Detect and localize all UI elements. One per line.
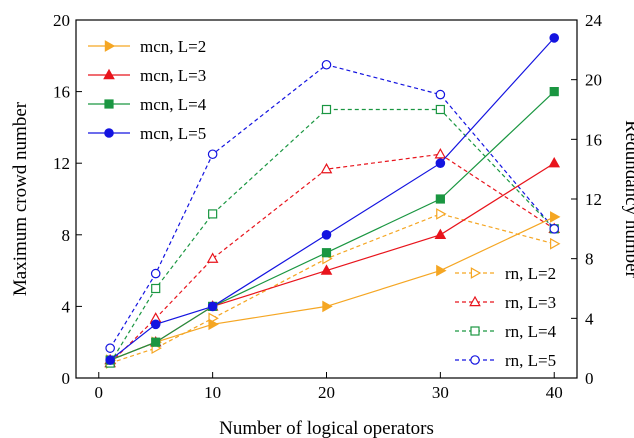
y-right-tick-label: 20 bbox=[585, 71, 602, 90]
data-point-rn-l-5-5 bbox=[550, 225, 558, 233]
legend-item-rn-l-5: rn, L=5 bbox=[455, 351, 556, 370]
data-point-rn-l-5-0 bbox=[106, 344, 114, 352]
data-point-mcn-l-4-3 bbox=[323, 249, 331, 257]
data-point-mcn-l-5-4 bbox=[436, 159, 444, 167]
y-left-tick-label: 0 bbox=[62, 369, 71, 388]
data-point-rn-l-5-2 bbox=[208, 150, 216, 158]
x-tick-label: 0 bbox=[95, 383, 104, 402]
legend-label: rn, L=2 bbox=[505, 264, 556, 283]
legend-swatch-marker bbox=[105, 41, 114, 51]
legend-bottom-right: rn, L=2 rn, L=3 rn, L=4 rn, L=5 bbox=[455, 264, 557, 370]
series-rn-l-3 bbox=[105, 149, 559, 366]
data-point-mcn-l-3-4 bbox=[436, 230, 446, 239]
data-point-mcn-l-5-2 bbox=[208, 302, 216, 310]
x-tick-label: 10 bbox=[204, 383, 221, 402]
legend-item-rn-l-2: rn, L=2 bbox=[455, 264, 556, 283]
legend-item-mcn-l-3: mcn, L=3 bbox=[88, 66, 206, 85]
legend-swatch-marker bbox=[471, 268, 480, 278]
data-point-rn-l-3-4 bbox=[436, 149, 446, 158]
data-point-mcn-l-2-5 bbox=[551, 212, 560, 222]
legend-swatch-marker bbox=[471, 327, 479, 335]
x-tick-label: 30 bbox=[432, 383, 449, 402]
y-axis-right-title: Redundancy number bbox=[621, 120, 634, 278]
data-point-mcn-l-5-5 bbox=[550, 34, 558, 42]
data-point-mcn-l-5-0 bbox=[106, 356, 114, 364]
legend-item-mcn-l-5: mcn, L=5 bbox=[88, 124, 206, 143]
y-right-tick-label: 12 bbox=[585, 190, 602, 209]
data-point-rn-l-5-3 bbox=[322, 61, 330, 69]
legend-label: rn, L=4 bbox=[505, 322, 557, 341]
y-right-tick-label: 16 bbox=[585, 130, 602, 149]
data-point-rn-l-3-2 bbox=[208, 254, 218, 263]
legend-item-rn-l-3: rn, L=3 bbox=[455, 293, 556, 312]
data-point-mcn-l-4-4 bbox=[436, 195, 444, 203]
legend-label: rn, L=5 bbox=[505, 351, 556, 370]
legend-item-rn-l-4: rn, L=4 bbox=[455, 322, 557, 341]
y-left-tick-label: 16 bbox=[53, 83, 70, 102]
data-point-rn-l-4-1 bbox=[152, 285, 160, 293]
legend-swatch-marker bbox=[471, 356, 479, 364]
legend-item-mcn-l-4: mcn, L=4 bbox=[88, 95, 207, 114]
data-point-mcn-l-5-1 bbox=[152, 320, 160, 328]
series-rn-l-2 bbox=[107, 209, 560, 368]
x-axis-title: Number of logical operators bbox=[219, 418, 434, 438]
legend-item-mcn-l-2: mcn, L=2 bbox=[88, 37, 206, 56]
data-point-mcn-l-2-4 bbox=[437, 266, 446, 276]
y-right-tick-label: 4 bbox=[585, 309, 594, 328]
data-point-rn-l-5-4 bbox=[436, 90, 444, 98]
y-axis-left-title: Maximum crowd number bbox=[10, 101, 31, 296]
series-mcn-l-2 bbox=[107, 212, 560, 365]
data-point-mcn-l-2-3 bbox=[323, 302, 332, 312]
data-point-rn-l-4-4 bbox=[436, 106, 444, 114]
series-line-mcn-l-2 bbox=[110, 217, 554, 360]
y-left-tick-label: 12 bbox=[53, 154, 70, 173]
legend-label: rn, L=3 bbox=[505, 293, 556, 312]
data-point-rn-l-4-3 bbox=[323, 106, 331, 114]
legend-label: mcn, L=4 bbox=[140, 95, 207, 114]
data-point-mcn-l-4-5 bbox=[550, 88, 558, 96]
data-point-rn-l-5-1 bbox=[152, 269, 160, 277]
legend-label: mcn, L=3 bbox=[140, 66, 206, 85]
y-left-tick-label: 20 bbox=[53, 11, 70, 30]
data-point-rn-l-2-4 bbox=[437, 209, 446, 219]
y-left-tick-label: 4 bbox=[62, 297, 71, 316]
legend-swatch-marker bbox=[105, 100, 113, 108]
legend-swatch-marker bbox=[104, 70, 114, 79]
y-right-tick-label: 8 bbox=[585, 250, 594, 269]
legend-label: mcn, L=2 bbox=[140, 37, 206, 56]
series-line-rn-l-4 bbox=[110, 110, 554, 364]
x-tick-label: 40 bbox=[546, 383, 563, 402]
series-mcn-l-3 bbox=[105, 158, 559, 364]
data-point-mcn-l-5-3 bbox=[322, 231, 330, 239]
series-line-rn-l-2 bbox=[110, 214, 554, 363]
y-right-tick-label: 0 bbox=[585, 369, 594, 388]
data-point-rn-l-2-5 bbox=[551, 239, 560, 249]
legend-label: mcn, L=5 bbox=[140, 124, 206, 143]
legend-swatch-marker bbox=[105, 129, 113, 137]
x-tick-label: 20 bbox=[318, 383, 335, 402]
y-left-tick-label: 8 bbox=[62, 226, 71, 245]
y-right-tick-label: 24 bbox=[585, 11, 603, 30]
legend-swatch-marker bbox=[470, 297, 480, 306]
data-point-mcn-l-3-5 bbox=[549, 158, 559, 167]
series-line-mcn-l-5 bbox=[110, 38, 554, 360]
data-point-mcn-l-4-1 bbox=[152, 338, 160, 346]
data-point-rn-l-4-2 bbox=[209, 210, 217, 218]
legend-top-left: mcn, L=2 mcn, L=3 mcn, L=4 mcn, L=5 bbox=[88, 37, 207, 143]
tick-layer: 0 10 20 30 40 0 4 8 12 16 20 0 4 8 12 16 20 24 bbox=[53, 11, 603, 402]
